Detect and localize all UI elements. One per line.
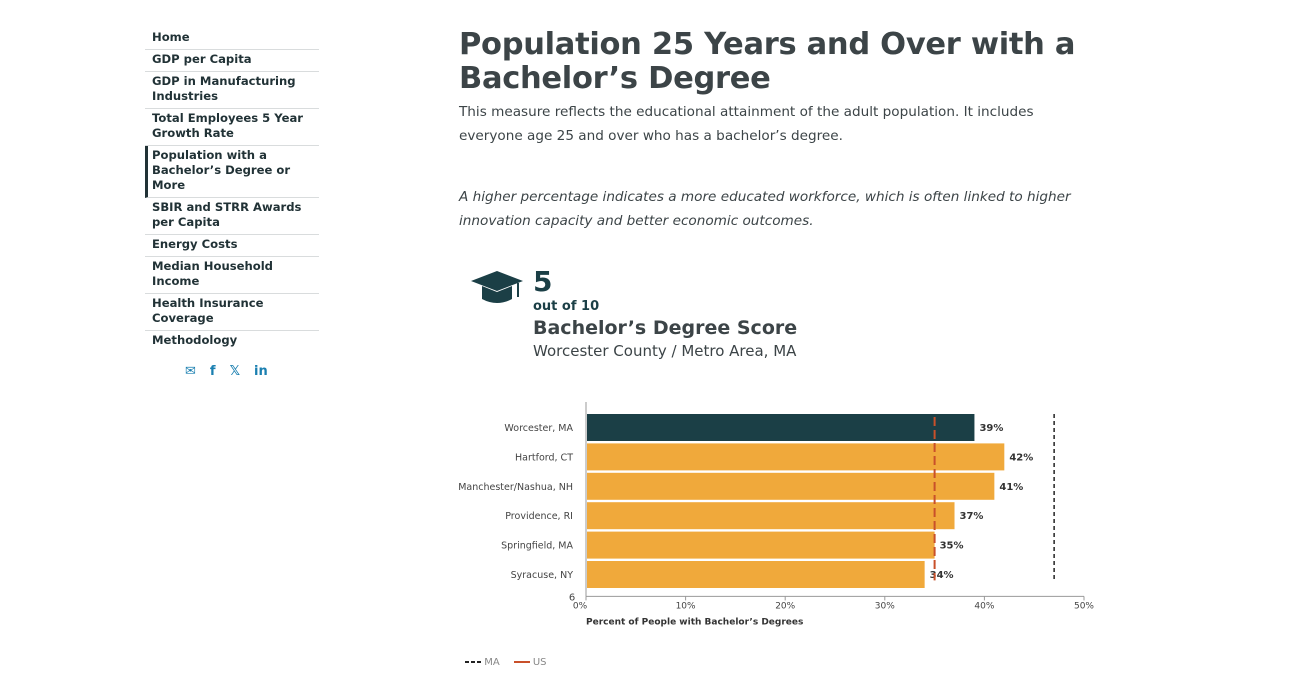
x-tick-label-4: 40% (974, 601, 994, 611)
nav-item-energy-costs[interactable]: Energy Costs (145, 235, 319, 257)
nav-item-home[interactable]: Home (145, 28, 319, 50)
x-tick-label-1: 10% (676, 601, 696, 611)
category-label-0: Worcester, MA (504, 423, 573, 434)
x-tick-label-0: 0% (573, 601, 588, 611)
nav-item-bachelors-degree[interactable]: Population with a Bachelor’s Degree or M… (145, 146, 319, 198)
legend-ma-label: MA (484, 657, 500, 668)
nav-item-health-insurance[interactable]: Health Insurance Coverage (145, 294, 319, 331)
score-out-of: out of 10 (533, 299, 600, 314)
bar-2 (587, 472, 995, 500)
email-icon[interactable]: ✉ (185, 364, 196, 379)
value-label-4: 35% (940, 541, 964, 552)
legend-us: US (513, 657, 547, 668)
value-label-1: 42% (1009, 452, 1033, 463)
score-name: Bachelor’s Degree Score (533, 317, 798, 339)
bar-4 (587, 531, 935, 559)
category-label-2: Manchester/Nashua, NH (458, 482, 573, 493)
stray-axis-label: 6 (569, 592, 575, 603)
category-label-1: Hartford, CT (515, 452, 573, 463)
main-content: Population 25 Years and Over with a Bach… (459, 28, 1099, 233)
x-icon[interactable]: 𝕏 (229, 364, 241, 379)
linkedin-icon[interactable]: in (254, 364, 268, 379)
bar-5 (587, 561, 925, 588)
x-tick-label-5: 50% (1074, 601, 1094, 611)
chart-legend: MA US (465, 657, 547, 668)
nav-item-sbir-awards[interactable]: SBIR and STRR Awards per Capita (145, 198, 319, 235)
category-label-4: Springfield, MA (501, 541, 573, 552)
x-axis-title: Percent of People with Bachelor’s Degree… (586, 617, 803, 627)
bar-chart: Worcester, MA 39% Hartford, CT 42% Mancheste… (458, 402, 1094, 627)
score-value: 5 (533, 265, 553, 298)
facebook-icon[interactable]: f (209, 364, 216, 379)
legend-ma: MA (465, 657, 500, 668)
legend-us-label: US (532, 657, 547, 668)
nav-item-gdp-per-capita[interactable]: GDP per Capita (145, 50, 319, 72)
category-label-3: Providence, RI (505, 511, 573, 522)
measure-description: This measure reflects the educational at… (459, 104, 1034, 144)
bar-3 (587, 502, 955, 530)
value-label-3: 37% (960, 511, 984, 522)
measure-note: A higher percentage indicates a more edu… (459, 189, 1071, 229)
score-area: Worcester County / Metro Area, MA (533, 342, 797, 360)
category-label-5: Syracuse, NY (511, 570, 574, 581)
social-links: ✉ f 𝕏 in (145, 364, 319, 380)
sidebar-nav: Home GDP per Capita GDP in Manufacturing… (145, 28, 319, 380)
nav-item-employees-growth[interactable]: Total Employees 5 Year Growth Rate (145, 109, 319, 146)
graduation-cap-icon (471, 271, 523, 303)
value-label-0: 39% (979, 423, 1003, 434)
nav-item-methodology[interactable]: Methodology (152, 333, 238, 347)
value-label-5: 34% (930, 570, 954, 581)
x-tick-label-3: 30% (875, 601, 895, 611)
nav-item-gdp-manufacturing[interactable]: GDP in Manufacturing Industries (145, 72, 319, 109)
bar-0 (587, 414, 975, 441)
value-label-2: 41% (999, 482, 1023, 493)
nav-item-household-income[interactable]: Median Household Income (145, 257, 319, 294)
x-tick-label-2: 20% (775, 601, 795, 611)
bar-1 (587, 443, 1005, 471)
page-title: Population 25 Years and Over with a Bach… (459, 27, 1076, 96)
